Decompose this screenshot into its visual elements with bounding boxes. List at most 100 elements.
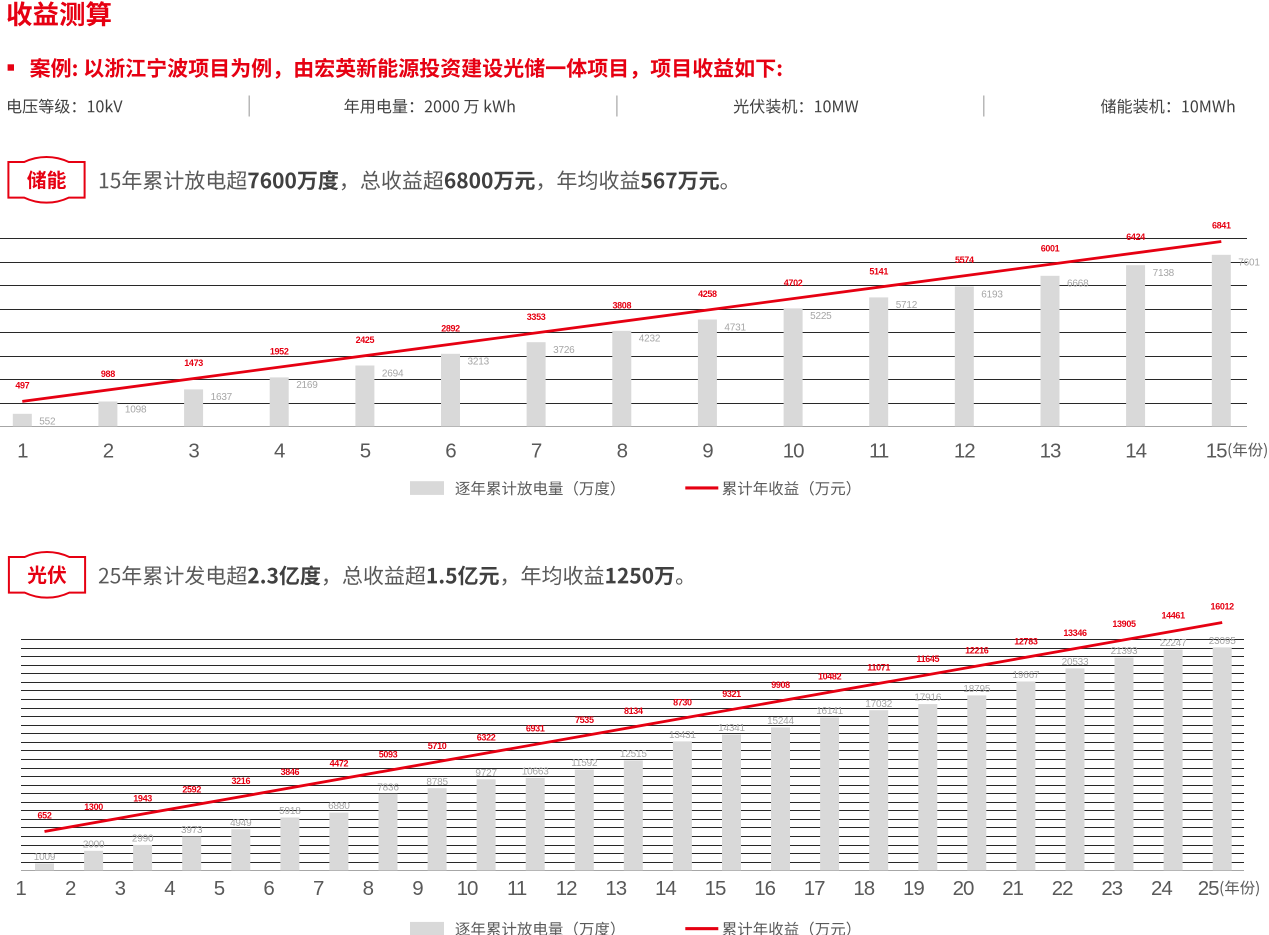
svg-text:23: 23: [1101, 877, 1122, 900]
svg-text:24: 24: [1151, 877, 1172, 900]
svg-text:4: 4: [274, 440, 285, 463]
svg-text:16012: 16012: [1211, 602, 1235, 612]
svg-text:6193: 6193: [981, 289, 1003, 300]
svg-text:16: 16: [754, 877, 775, 900]
svg-text:3846: 3846: [281, 767, 300, 777]
svg-text:11: 11: [507, 877, 527, 900]
svg-text:12783: 12783: [1014, 637, 1038, 647]
svg-text:22: 22: [1052, 877, 1073, 900]
svg-text:18795: 18795: [963, 684, 990, 695]
svg-text:16141: 16141: [816, 706, 843, 717]
svg-text:1952: 1952: [270, 346, 289, 356]
svg-text:1300: 1300: [84, 802, 103, 812]
svg-text:20: 20: [953, 877, 974, 900]
svg-text:25: 25: [1198, 877, 1219, 900]
svg-text:7138: 7138: [1153, 268, 1175, 279]
svg-text:11645: 11645: [916, 654, 939, 664]
svg-text:1009: 1009: [34, 852, 56, 863]
svg-text:5710: 5710: [428, 741, 447, 751]
svg-text:14: 14: [1125, 440, 1146, 463]
svg-text:3726: 3726: [553, 345, 575, 356]
svg-text:11592: 11592: [571, 758, 598, 769]
svg-text:12: 12: [556, 877, 577, 900]
svg-text:13: 13: [605, 877, 626, 900]
svg-text:6: 6: [445, 440, 456, 463]
svg-text:7836: 7836: [377, 782, 399, 793]
svg-text:17: 17: [804, 877, 825, 900]
svg-text:10663: 10663: [522, 767, 549, 778]
svg-text:1098: 1098: [125, 404, 147, 415]
svg-text:9: 9: [702, 440, 713, 463]
svg-text:2000: 2000: [83, 839, 105, 850]
svg-text:2892: 2892: [441, 324, 460, 334]
svg-text:17916: 17916: [914, 693, 941, 704]
svg-text:15244: 15244: [767, 716, 794, 727]
svg-text:5225: 5225: [810, 311, 832, 322]
svg-text:13: 13: [1040, 440, 1061, 463]
svg-text:652: 652: [38, 811, 52, 821]
svg-text:13905: 13905: [1112, 619, 1136, 629]
svg-text:497: 497: [15, 381, 29, 391]
svg-text:6931: 6931: [526, 724, 545, 734]
svg-text:2425: 2425: [356, 335, 375, 345]
svg-text:14: 14: [655, 877, 676, 900]
svg-text:9908: 9908: [771, 680, 790, 690]
svg-text:3: 3: [188, 440, 199, 463]
svg-text:988: 988: [101, 369, 115, 379]
svg-text:6001: 6001: [1041, 244, 1060, 254]
svg-text:17032: 17032: [865, 699, 892, 710]
svg-text:1473: 1473: [184, 358, 203, 368]
svg-text:5918: 5918: [279, 806, 301, 817]
svg-text:7535: 7535: [575, 715, 594, 725]
svg-text:4472: 4472: [330, 759, 349, 769]
svg-text:4258: 4258: [698, 289, 717, 299]
svg-text:1: 1: [17, 440, 28, 463]
svg-text:5: 5: [360, 440, 371, 463]
svg-text:3353: 3353: [527, 312, 546, 322]
svg-text:4: 4: [164, 877, 175, 900]
svg-text:1637: 1637: [211, 392, 233, 403]
svg-text:7601: 7601: [1238, 258, 1260, 269]
svg-text:19667: 19667: [1012, 670, 1039, 681]
svg-text:7: 7: [531, 440, 542, 463]
svg-text:21: 21: [1002, 877, 1023, 900]
svg-text:8134: 8134: [624, 706, 643, 716]
svg-text:8785: 8785: [426, 777, 448, 788]
svg-text:15: 15: [1206, 440, 1227, 463]
svg-text:9: 9: [412, 877, 423, 900]
svg-text:1: 1: [15, 877, 26, 900]
svg-text:8730: 8730: [673, 698, 692, 708]
svg-text:5093: 5093: [379, 750, 398, 760]
svg-text:3216: 3216: [231, 776, 250, 786]
svg-text:12216: 12216: [965, 645, 989, 655]
svg-text:4949: 4949: [230, 818, 252, 829]
svg-text:2592: 2592: [182, 785, 201, 795]
svg-text:1943: 1943: [133, 793, 152, 803]
svg-text:4232: 4232: [639, 334, 661, 345]
svg-text:4702: 4702: [784, 278, 803, 288]
svg-text:23095: 23095: [1209, 636, 1236, 647]
svg-text:15: 15: [705, 877, 726, 900]
svg-text:5141: 5141: [869, 266, 888, 276]
svg-text:12: 12: [954, 440, 975, 463]
svg-text:8: 8: [363, 877, 374, 900]
svg-text:2990: 2990: [132, 834, 154, 845]
svg-text:18: 18: [853, 877, 874, 900]
svg-text:3: 3: [115, 877, 126, 900]
svg-text:10482: 10482: [818, 671, 842, 681]
svg-text:21393: 21393: [1111, 646, 1138, 657]
svg-text:6668: 6668: [1067, 279, 1089, 290]
svg-text:2: 2: [103, 440, 114, 463]
svg-text:552: 552: [39, 417, 56, 428]
svg-text:2694: 2694: [382, 368, 404, 379]
svg-text:5712: 5712: [896, 300, 918, 311]
svg-text:9727: 9727: [475, 768, 497, 779]
svg-text:14341: 14341: [718, 723, 745, 734]
svg-text:5: 5: [214, 877, 225, 900]
svg-text:11071: 11071: [867, 663, 890, 673]
svg-text:3213: 3213: [468, 357, 490, 368]
svg-text:22247: 22247: [1160, 638, 1187, 649]
svg-text:11: 11: [869, 440, 889, 463]
svg-text:6880: 6880: [328, 801, 350, 812]
svg-text:9321: 9321: [722, 689, 741, 699]
